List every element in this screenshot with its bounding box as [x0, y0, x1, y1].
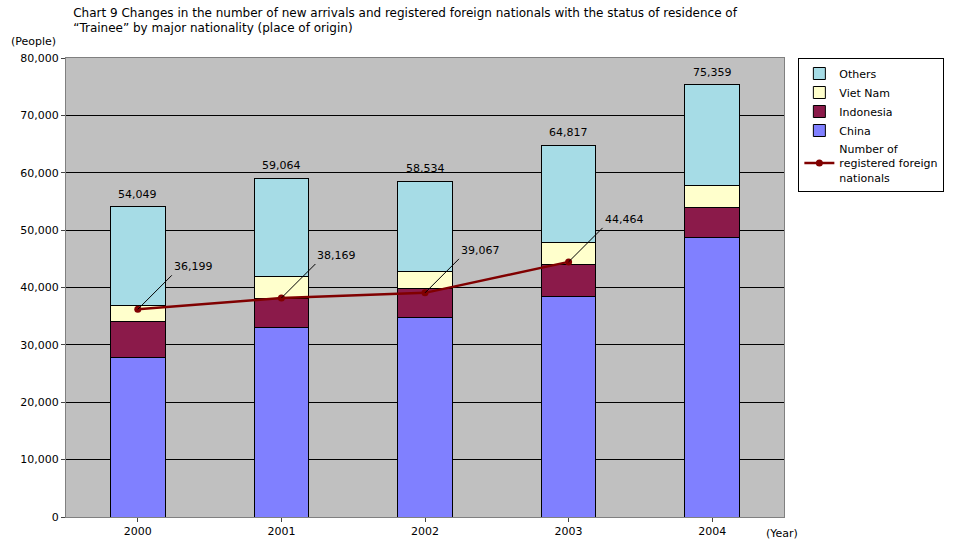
svg-text:40,000: 40,000 [20, 281, 59, 294]
svg-text:2002: 2002 [411, 525, 439, 538]
svg-text:10,000: 10,000 [20, 453, 59, 466]
svg-text:2000: 2000 [124, 525, 152, 538]
svg-text:0: 0 [52, 511, 59, 524]
svg-text:59,064: 59,064 [262, 159, 301, 172]
svg-text:20,000: 20,000 [20, 396, 59, 409]
svg-text:2004: 2004 [698, 525, 726, 538]
svg-text:64,817: 64,817 [549, 126, 588, 139]
svg-text:Number ofregistered foreignnat: Number ofregistered foreignnationals [839, 143, 937, 185]
svg-text:Others: Others [839, 68, 876, 81]
svg-text:30,000: 30,000 [20, 339, 59, 352]
svg-text:70,000: 70,000 [20, 109, 59, 122]
svg-text:50,000: 50,000 [20, 224, 59, 237]
svg-text:58,534: 58,534 [406, 162, 445, 175]
svg-text:60,000: 60,000 [20, 167, 59, 180]
svg-text:Viet Nam: Viet Nam [839, 87, 890, 100]
svg-text:Chart 9 Changes in the number: Chart 9 Changes in the number of new arr… [73, 6, 737, 36]
svg-text:China: China [839, 125, 870, 138]
svg-text:54,049: 54,049 [118, 188, 157, 201]
svg-text:44,464: 44,464 [605, 213, 644, 226]
svg-text:(Year): (Year) [766, 527, 798, 540]
svg-text:80,000: 80,000 [20, 52, 59, 65]
svg-text:2001: 2001 [267, 525, 295, 538]
svg-text:(People): (People) [11, 35, 56, 48]
svg-text:Indonesia: Indonesia [839, 106, 892, 119]
svg-text:36,199: 36,199 [174, 260, 213, 273]
svg-text:38,169: 38,169 [317, 249, 356, 262]
svg-text:75,359: 75,359 [693, 66, 732, 79]
svg-text:2003: 2003 [555, 525, 583, 538]
svg-text:39,067: 39,067 [461, 244, 500, 257]
